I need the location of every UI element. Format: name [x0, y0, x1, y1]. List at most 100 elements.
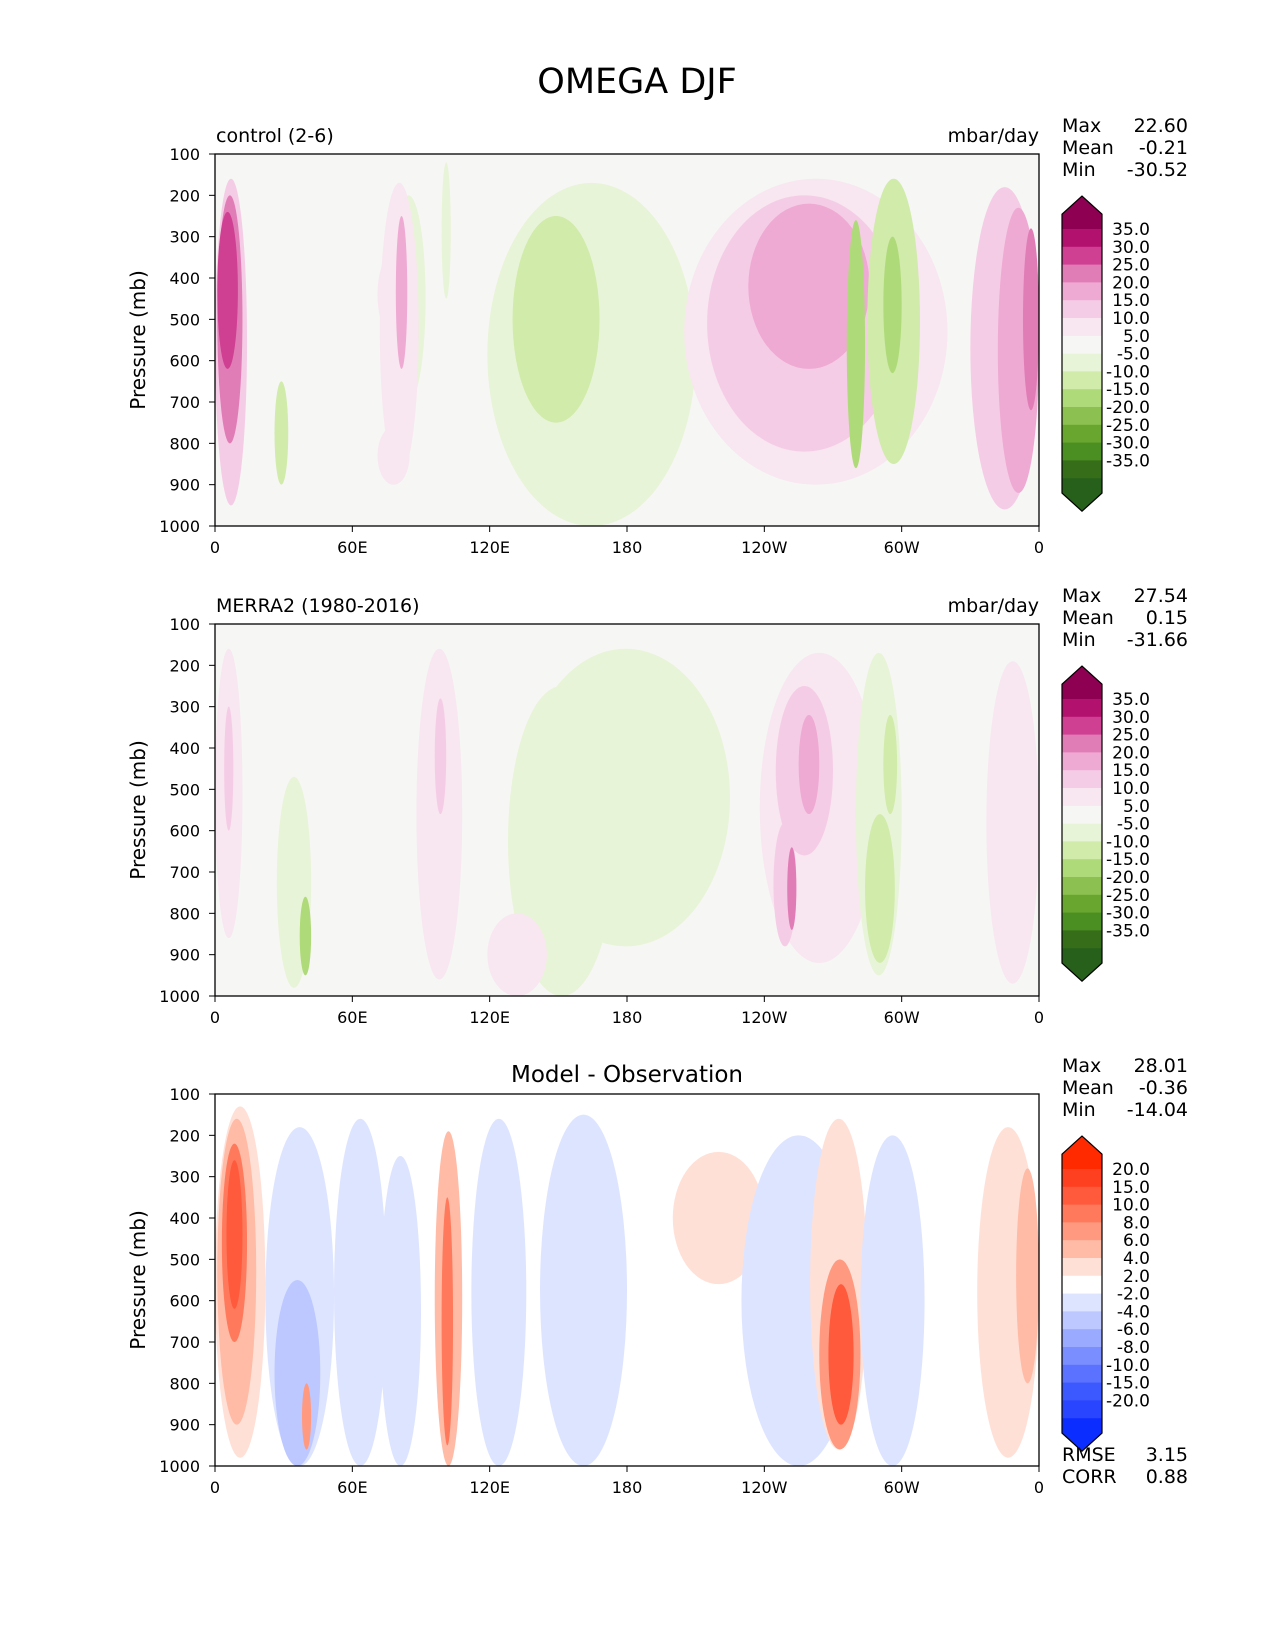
contour-blob-1 [224, 706, 234, 831]
contour-blob-11 [798, 714, 820, 815]
colorbar-segment [1062, 859, 1102, 878]
x-tick-label: 0 [210, 538, 220, 557]
colorbar-outline [1061, 195, 1103, 513]
x-tick-label: 180 [612, 1478, 643, 1497]
colorbar-segment [1062, 1329, 1102, 1348]
colorbar-top-extension [1062, 666, 1102, 699]
colorbar-segment [1062, 246, 1102, 265]
stat-label: Max [1062, 115, 1101, 137]
x-tick-label: 60W [884, 1478, 920, 1497]
stat-label: Mean [1062, 607, 1114, 629]
colorbar-outline [1061, 1135, 1103, 1453]
panel-difference: 100 200 300 400 500 600 700 800 900 1000 0 60E 120E 1… [126, 1055, 1188, 1497]
stat-value: -30.52 [1127, 159, 1188, 181]
colorbar-label: 35.0 [1112, 690, 1150, 710]
colorbar-segment [1062, 318, 1102, 337]
contour-blob-13 [672, 1151, 765, 1285]
colorbar-label: 20.0 [1112, 273, 1150, 293]
colorbar-label: 10.0 [1112, 1196, 1150, 1216]
colorbar-segment [1062, 1382, 1102, 1401]
y-tick-label: 900 [169, 476, 200, 495]
colorbar-label: 15.0 [1112, 291, 1150, 311]
stat-value: 0.15 [1146, 607, 1188, 629]
field-contours [215, 648, 1039, 996]
contour-blob-2 [217, 211, 238, 369]
colorbar-label: -10.0 [1106, 362, 1150, 382]
colorbar-label: 4.0 [1123, 1249, 1150, 1269]
y-tick-label: 800 [169, 434, 200, 453]
colorbar-label: 30.0 [1112, 238, 1150, 258]
x-tick-label: 0 [1034, 1478, 1044, 1497]
colorbar-segment [1062, 788, 1102, 807]
x-tick-label: 60E [337, 1008, 367, 1027]
colorbar-segment [1062, 1204, 1102, 1223]
stat-label: Min [1062, 159, 1096, 181]
colorbar-segment [1062, 229, 1102, 248]
contour-blob-16 [883, 714, 898, 815]
contour-blob-8 [487, 913, 547, 996]
contour-blob-7 [507, 686, 616, 996]
contour-blob-17 [828, 1284, 854, 1425]
colorbar-label: -10.0 [1106, 832, 1150, 852]
x-tick-label: 180 [612, 538, 643, 557]
x-tick-label: 0 [1034, 1008, 1044, 1027]
x-tick-label: 0 [210, 1008, 220, 1027]
x-tick-label: 120E [469, 1478, 510, 1497]
colorbar-label: 8.0 [1123, 1213, 1150, 1233]
colorbar-segment [1062, 1293, 1102, 1312]
stat-value: -31.66 [1127, 629, 1188, 651]
colorbar-segment [1062, 460, 1102, 479]
colorbar-label: -5.0 [1117, 345, 1150, 365]
colorbar-segment [1062, 353, 1102, 372]
contour-blob-18 [883, 236, 902, 374]
colorbar-label: 6.0 [1123, 1231, 1150, 1251]
y-tick-label: 800 [169, 904, 200, 923]
colorbar-top-extension [1062, 1136, 1102, 1169]
y-tick-label: 700 [169, 393, 200, 412]
colorbar: 35.030.025.020.015.010.05.0-5.0-10.0-15.… [1061, 665, 1150, 983]
colorbar-label: -30.0 [1106, 904, 1150, 924]
colorbar-segment [1062, 1311, 1102, 1330]
contour-blob-4 [274, 381, 289, 485]
y-axis-label: Pressure (mb) [126, 1210, 150, 1350]
colorbar-label: 5.0 [1123, 327, 1150, 347]
colorbar-label: 15.0 [1112, 1178, 1150, 1198]
colorbar-label: -15.0 [1106, 850, 1150, 870]
contour-blob-8 [395, 216, 408, 369]
contour-blob-20 [1016, 1168, 1039, 1384]
y-tick-label: 900 [169, 946, 200, 965]
panel-title-center: Model - Observation [511, 1062, 743, 1088]
colorbar-segment [1062, 389, 1102, 408]
contour-blob-21 [1022, 228, 1039, 411]
colorbar-segment [1062, 1275, 1102, 1294]
y-tick-label: 1000 [159, 1457, 200, 1476]
colorbar: 35.030.025.020.015.010.05.0-5.0-10.0-15.… [1061, 195, 1150, 513]
contour-blob-10 [441, 1197, 454, 1446]
contour-blob-7 [334, 1118, 387, 1466]
colorbar-segment [1062, 282, 1102, 301]
y-tick-label: 1000 [159, 517, 200, 536]
colorbar-label: -30.0 [1106, 434, 1150, 454]
x-tick-label: 120W [741, 1008, 788, 1027]
colorbar-segment [1062, 1347, 1102, 1366]
colorbar-bottom-extension [1062, 1418, 1102, 1452]
colorbar-label: 25.0 [1112, 726, 1150, 746]
contour-blob-13 [787, 847, 797, 930]
colorbar-label: -20.0 [1106, 398, 1150, 418]
colorbar-segment [1062, 1364, 1102, 1383]
y-tick-label: 500 [169, 1250, 200, 1269]
contour-blob-12 [533, 261, 547, 386]
field-contours [215, 162, 1039, 526]
y-tick-label: 400 [169, 739, 200, 758]
colorbar-label: -25.0 [1106, 416, 1150, 436]
stat-label: Min [1062, 1099, 1096, 1121]
stat-label: Mean [1062, 137, 1114, 159]
colorbar-label: -6.0 [1117, 1320, 1150, 1340]
colorbar-top-extension [1062, 196, 1102, 229]
contour-blob-3 [226, 1160, 243, 1309]
colorbar-segment [1062, 407, 1102, 426]
contour-blob-4 [416, 648, 463, 980]
colorbar-label: 30.0 [1112, 708, 1150, 728]
colorbar-segment [1062, 894, 1102, 913]
